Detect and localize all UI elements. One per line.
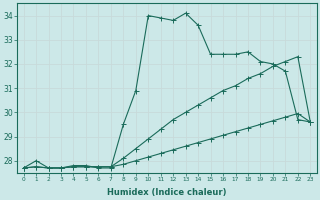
- X-axis label: Humidex (Indice chaleur): Humidex (Indice chaleur): [107, 188, 227, 197]
